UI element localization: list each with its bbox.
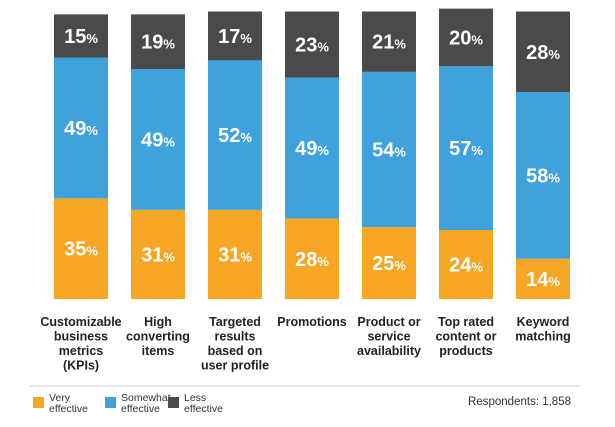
- data-label-less-effective-high-converting-items: 19%: [141, 32, 175, 54]
- legend-swatch-very-effective: [33, 397, 44, 408]
- data-label-less-effective-top-rated-content-or-products: 20%: [449, 27, 483, 49]
- category-labels: Customizable business metrics (KPIs)High con…: [40, 315, 570, 373]
- legend: Very effective Somewhat effective Less effect…: [33, 392, 223, 415]
- category-label-keyword-matching: Keyword matching: [515, 315, 571, 344]
- bar-segment-very-effective-high-converting-items: [131, 209, 185, 299]
- data-label-somewhat-effective-product-or-service-availability: 54%: [372, 140, 406, 162]
- bar-segment-somewhat-effective-high-converting-items: [131, 69, 185, 210]
- category-label-promotions: Promotions: [277, 315, 346, 329]
- data-label-very-effective-top-rated-content-or-products: 24%: [449, 255, 483, 277]
- bar-segment-somewhat-effective-targeted-results-based-on-user-profile: [208, 60, 262, 210]
- legend-swatch-somewhat-effective: [105, 397, 116, 408]
- legend-label-very-effective: Very effective: [49, 392, 88, 415]
- category-label-product-or-service-availability: Product or service availability: [357, 315, 421, 358]
- bar-segment-less-effective-promotions: [285, 11, 339, 78]
- data-label-somewhat-effective-customizable-business-metrics-kpis: 49%: [64, 118, 98, 140]
- data-label-less-effective-keyword-matching: 28%: [526, 42, 560, 64]
- bar-segment-very-effective-keyword-matching: [516, 258, 570, 299]
- data-label-less-effective-promotions: 23%: [295, 35, 329, 57]
- category-label-high-converting-items: High converting items: [126, 315, 190, 358]
- data-label-somewhat-effective-high-converting-items: 49%: [141, 129, 175, 151]
- bar-segment-less-effective-targeted-results-based-on-user-profile: [208, 11, 262, 61]
- data-label-less-effective-customizable-business-metrics-kpis: 15%: [64, 26, 98, 48]
- bar-segment-somewhat-effective-product-or-service-availability: [362, 71, 416, 228]
- bar-segment-very-effective-top-rated-content-or-products: [439, 230, 493, 299]
- bar-segment-very-effective-targeted-results-based-on-user-profile: [208, 209, 262, 299]
- category-label-top-rated-content-or-products: Top rated content or products: [435, 315, 496, 358]
- data-label-very-effective-targeted-results-based-on-user-profile: 31%: [218, 244, 252, 266]
- bar-segment-less-effective-keyword-matching: [516, 11, 570, 92]
- data-label-somewhat-effective-targeted-results-based-on-user-profile: 52%: [218, 125, 252, 147]
- bar-segment-somewhat-effective-top-rated-content-or-products: [439, 66, 493, 230]
- bar-segment-very-effective-promotions: [285, 218, 339, 299]
- bar-segment-very-effective-customizable-business-metrics-kpis: [54, 198, 108, 299]
- data-label-very-effective-promotions: 28%: [295, 249, 329, 271]
- bar-segment-somewhat-effective-keyword-matching: [516, 92, 570, 259]
- bar-segment-less-effective-high-converting-items: [131, 14, 185, 69]
- bar-segment-less-effective-product-or-service-availability: [362, 11, 416, 72]
- bars-group: 35% 49% 15% 31% 49% 19% 31% 52% 17% 28% 49% 23% 25% 5…: [54, 8, 570, 299]
- data-label-somewhat-effective-keyword-matching: 58%: [526, 165, 560, 187]
- legend-label-less-effective: Less effective: [184, 392, 223, 415]
- bar-segment-very-effective-product-or-service-availability: [362, 227, 416, 299]
- bar-segment-somewhat-effective-customizable-business-metrics-kpis: [54, 57, 108, 199]
- data-label-less-effective-targeted-results-based-on-user-profile: 17%: [218, 26, 252, 48]
- data-label-somewhat-effective-top-rated-content-or-products: 57%: [449, 138, 483, 160]
- category-label-targeted-results-based-on-user-profile: Targeted results based on user profile: [201, 315, 269, 373]
- bar-segment-somewhat-effective-promotions: [285, 77, 339, 219]
- respondents-note: Respondents: 1,858: [468, 396, 571, 408]
- bar-segment-less-effective-customizable-business-metrics-kpis: [54, 14, 108, 58]
- category-label-customizable-business-metrics-kpis: Customizable business metrics (KPIs): [40, 315, 121, 373]
- data-label-somewhat-effective-promotions: 49%: [295, 138, 329, 160]
- data-label-very-effective-keyword-matching: 14%: [526, 269, 560, 291]
- data-label-very-effective-customizable-business-metrics-kpis: 35%: [64, 239, 98, 261]
- data-label-very-effective-high-converting-items: 31%: [141, 244, 175, 266]
- legend-swatch-less-effective: [168, 397, 179, 408]
- data-label-very-effective-product-or-service-availability: 25%: [372, 253, 406, 275]
- data-label-less-effective-product-or-service-availability: 21%: [372, 32, 406, 54]
- bar-segment-less-effective-top-rated-content-or-products: [439, 8, 493, 67]
- legend-label-somewhat-effective: Somewhat effective: [121, 392, 171, 415]
